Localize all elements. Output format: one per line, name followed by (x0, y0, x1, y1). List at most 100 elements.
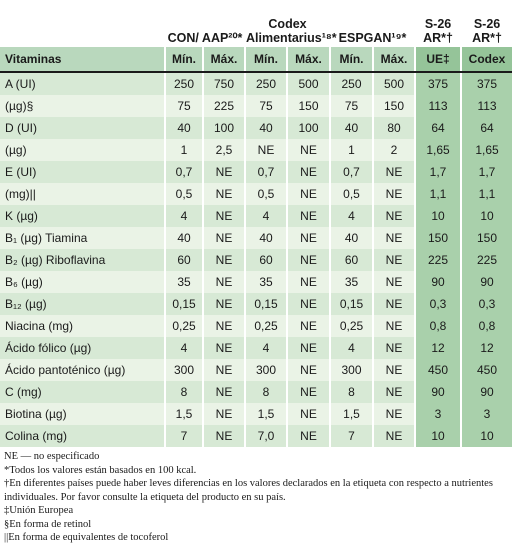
cell: 300 (164, 359, 203, 381)
cell: NE (286, 183, 331, 205)
cell: 2 (372, 139, 416, 161)
row-label: B₂ (µg) Riboflavina (0, 249, 165, 271)
table-row: A (UI) 250 750 250 500 250 500 375 375 (0, 72, 512, 95)
cell: 100 (286, 117, 331, 139)
table-row: Niacina (mg) 0,25 NE 0,25 NE 0,25 NE 0,8 0,8 (0, 315, 512, 337)
cell: 4 (329, 337, 374, 359)
cell: 4 (244, 337, 288, 359)
cell: 64 (414, 117, 462, 139)
cell: 150 (372, 95, 416, 117)
table-row: Colina (mg) 7 NE 7,0 NE 7 NE 10 10 (0, 425, 512, 447)
cell: NE (372, 205, 416, 227)
footnotes: NE — no especificado *Todos los valores e… (0, 447, 512, 545)
cell: 0,25 (244, 315, 288, 337)
cell: NE (201, 161, 246, 183)
cell: 113 (460, 95, 512, 117)
cell: NE (372, 161, 416, 183)
cell: 113 (414, 95, 462, 117)
table-row: B₆ (µg) 35 NE 35 NE 35 NE 90 90 (0, 271, 512, 293)
cell: 0,8 (460, 315, 512, 337)
cell: 250 (244, 72, 288, 95)
cell: 1,5 (164, 403, 203, 425)
cell: 225 (460, 249, 512, 271)
cell: NE (201, 183, 246, 205)
cell: 8 (329, 381, 374, 403)
cell: 8 (244, 381, 288, 403)
row-label: Biotina (µg) (0, 403, 165, 425)
cell: 75 (329, 95, 374, 117)
cell: 0,8 (414, 315, 462, 337)
cell: 0,15 (244, 293, 288, 315)
group-header: S-26 AR*† (460, 0, 512, 47)
cell: 0,5 (329, 183, 374, 205)
cell: NE (286, 403, 331, 425)
row-label: Niacina (mg) (0, 315, 165, 337)
cell: 40 (164, 117, 203, 139)
cell: NE (286, 337, 331, 359)
cell: 4 (164, 205, 203, 227)
cell: 7 (164, 425, 203, 447)
row-label: K (µg) (0, 205, 165, 227)
cell: 1,7 (414, 161, 462, 183)
cell: 750 (201, 72, 246, 95)
cell: 250 (329, 72, 374, 95)
row-label: (mg)|| (0, 183, 165, 205)
cell: 35 (164, 271, 203, 293)
table-row: E (UI) 0,7 NE 0,7 NE 0,7 NE 1,7 1,7 (0, 161, 512, 183)
cell: 40 (329, 117, 374, 139)
cell: NE (372, 183, 416, 205)
table-body: A (UI) 250 750 250 500 250 500 375 375 (µg)§ 75 225… (0, 72, 512, 447)
cell: 60 (164, 249, 203, 271)
row-label: (µg) (0, 139, 165, 161)
cell: 75 (244, 95, 288, 117)
cell: 7,0 (244, 425, 288, 447)
cell: 60 (244, 249, 288, 271)
column-header: Máx. (372, 47, 416, 73)
cell: 75 (164, 95, 203, 117)
cell: NE (201, 271, 246, 293)
cell: 10 (460, 425, 512, 447)
cell: 60 (329, 249, 374, 271)
cell: 12 (460, 337, 512, 359)
row-label: B₁ (µg) Tiamina (0, 227, 165, 249)
cell: 10 (414, 425, 462, 447)
cell: 0,7 (244, 161, 288, 183)
footnote: NE — no especificado (4, 451, 100, 462)
footnote: ||En forma de equivalentes de tocoferol (4, 532, 169, 543)
cell: 375 (414, 72, 462, 95)
table-row: K (µg) 4 NE 4 NE 4 NE 10 10 (0, 205, 512, 227)
cell: 0,5 (244, 183, 288, 205)
cell: NE (244, 139, 288, 161)
column-header: Vitaminas (0, 47, 165, 73)
cell: NE (201, 315, 246, 337)
cell: 500 (286, 72, 331, 95)
cell: 35 (244, 271, 288, 293)
cell: 4 (244, 205, 288, 227)
cell: NE (201, 293, 246, 315)
cell: 250 (164, 72, 203, 95)
cell: 0,25 (329, 315, 374, 337)
cell: 0,25 (164, 315, 203, 337)
cell: 10 (460, 205, 512, 227)
table-row: D (UI) 40 100 40 100 40 80 64 64 (0, 117, 512, 139)
cell: 225 (201, 95, 246, 117)
cell: NE (372, 403, 416, 425)
row-label: B₁₂ (µg) (0, 293, 165, 315)
cell: NE (286, 205, 331, 227)
cell: 8 (164, 381, 203, 403)
cell: 1,65 (460, 139, 512, 161)
cell: 500 (372, 72, 416, 95)
cell: NE (372, 315, 416, 337)
column-header: Mín. (164, 47, 203, 73)
table-row: B₁ (µg) Tiamina 40 NE 40 NE 40 NE 150 150 (0, 227, 512, 249)
cell: NE (201, 337, 246, 359)
cell: NE (372, 381, 416, 403)
cell: 0,3 (414, 293, 462, 315)
cell: 300 (329, 359, 374, 381)
footnote: †En diferentes países puede haber leves … (4, 478, 493, 503)
cell: NE (201, 205, 246, 227)
table-row: (mg)|| 0,5 NE 0,5 NE 0,5 NE 1,1 1,1 (0, 183, 512, 205)
cell: NE (372, 425, 416, 447)
cell: 40 (164, 227, 203, 249)
